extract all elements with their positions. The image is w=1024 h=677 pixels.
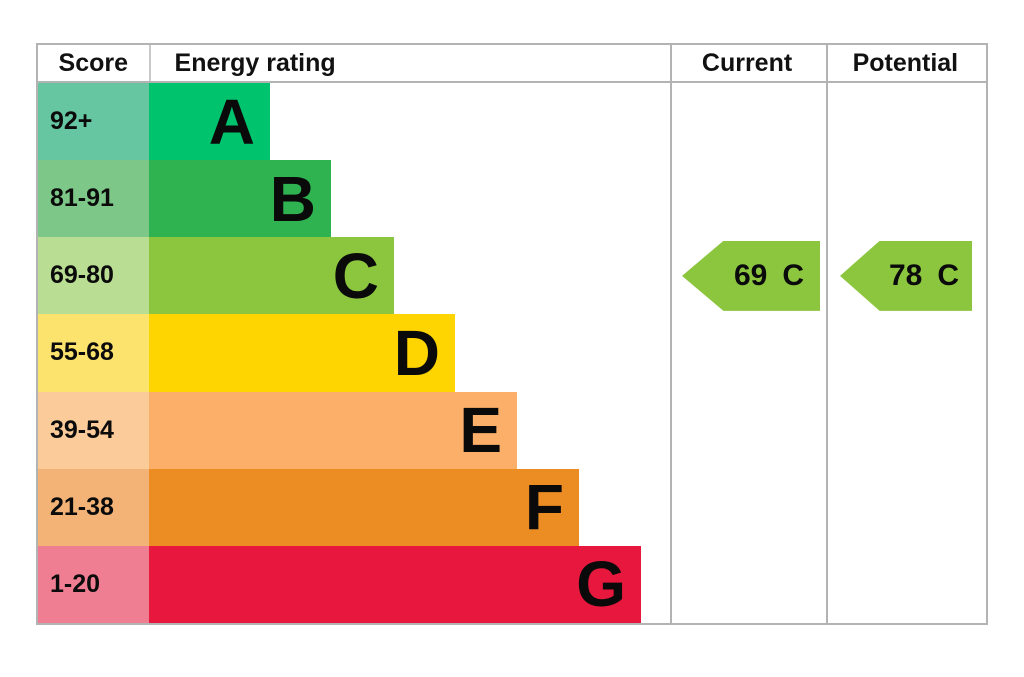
score-range-f: 21-38 (38, 468, 149, 546)
energy-bands-area: 92+ A 81-91 B 69-80 C 55-68 D 39-54 E 21-38 F 1-20 G (38, 83, 670, 623)
potential-column-divider (826, 45, 828, 623)
current-column-header: Current (701, 48, 793, 77)
score-range-c: 69-80 (38, 237, 149, 315)
band-letter-a: A (208, 85, 255, 158)
chart-header-row: Score Energy rating Current Potential (38, 45, 986, 83)
band-letter-e: E (459, 394, 502, 467)
band-letter-b: B (269, 162, 316, 235)
score-range-b: 81-91 (38, 160, 149, 238)
potential-column-header: Potential (852, 48, 959, 77)
current-rating-arrow: 69 C (682, 240, 820, 311)
band-row-b: 81-91 B (38, 160, 670, 238)
score-range-a: 92+ (38, 83, 149, 161)
band-bar-f: F (149, 468, 579, 546)
band-bar-b: B (149, 160, 331, 238)
score-range-g: 1-20 (38, 545, 149, 623)
band-bar-a: A (149, 83, 270, 161)
current-rating-score: 69 (733, 258, 768, 292)
score-range-e: 39-54 (38, 391, 149, 469)
band-bar-d: D (149, 314, 455, 392)
band-bar-e: E (149, 391, 517, 469)
potential-rating-band: C (937, 258, 960, 292)
band-row-d: 55-68 D (38, 314, 670, 392)
potential-rating-score: 78 (888, 258, 923, 292)
band-bar-c: C (149, 237, 394, 315)
current-column-divider (670, 45, 672, 623)
current-rating-band: C (782, 258, 805, 292)
band-row-f: 21-38 F (38, 468, 670, 546)
band-row-e: 39-54 E (38, 391, 670, 469)
score-range-d: 55-68 (38, 314, 149, 392)
potential-rating-arrow: 78 C (840, 240, 972, 311)
band-bar-g: G (149, 545, 641, 623)
epc-rating-chart: Score Energy rating Current Potential 92… (36, 43, 988, 625)
band-letter-f: F (524, 471, 564, 544)
band-letter-d: D (393, 316, 440, 389)
score-column-header: Score (58, 48, 128, 77)
band-letter-g: G (576, 548, 626, 621)
energy-rating-column-header: Energy rating (148, 45, 670, 81)
band-row-a: 92+ A (38, 83, 670, 161)
band-row-g: 1-20 G (38, 545, 670, 623)
band-letter-c: C (332, 239, 379, 312)
band-row-c: 69-80 C (38, 237, 670, 315)
